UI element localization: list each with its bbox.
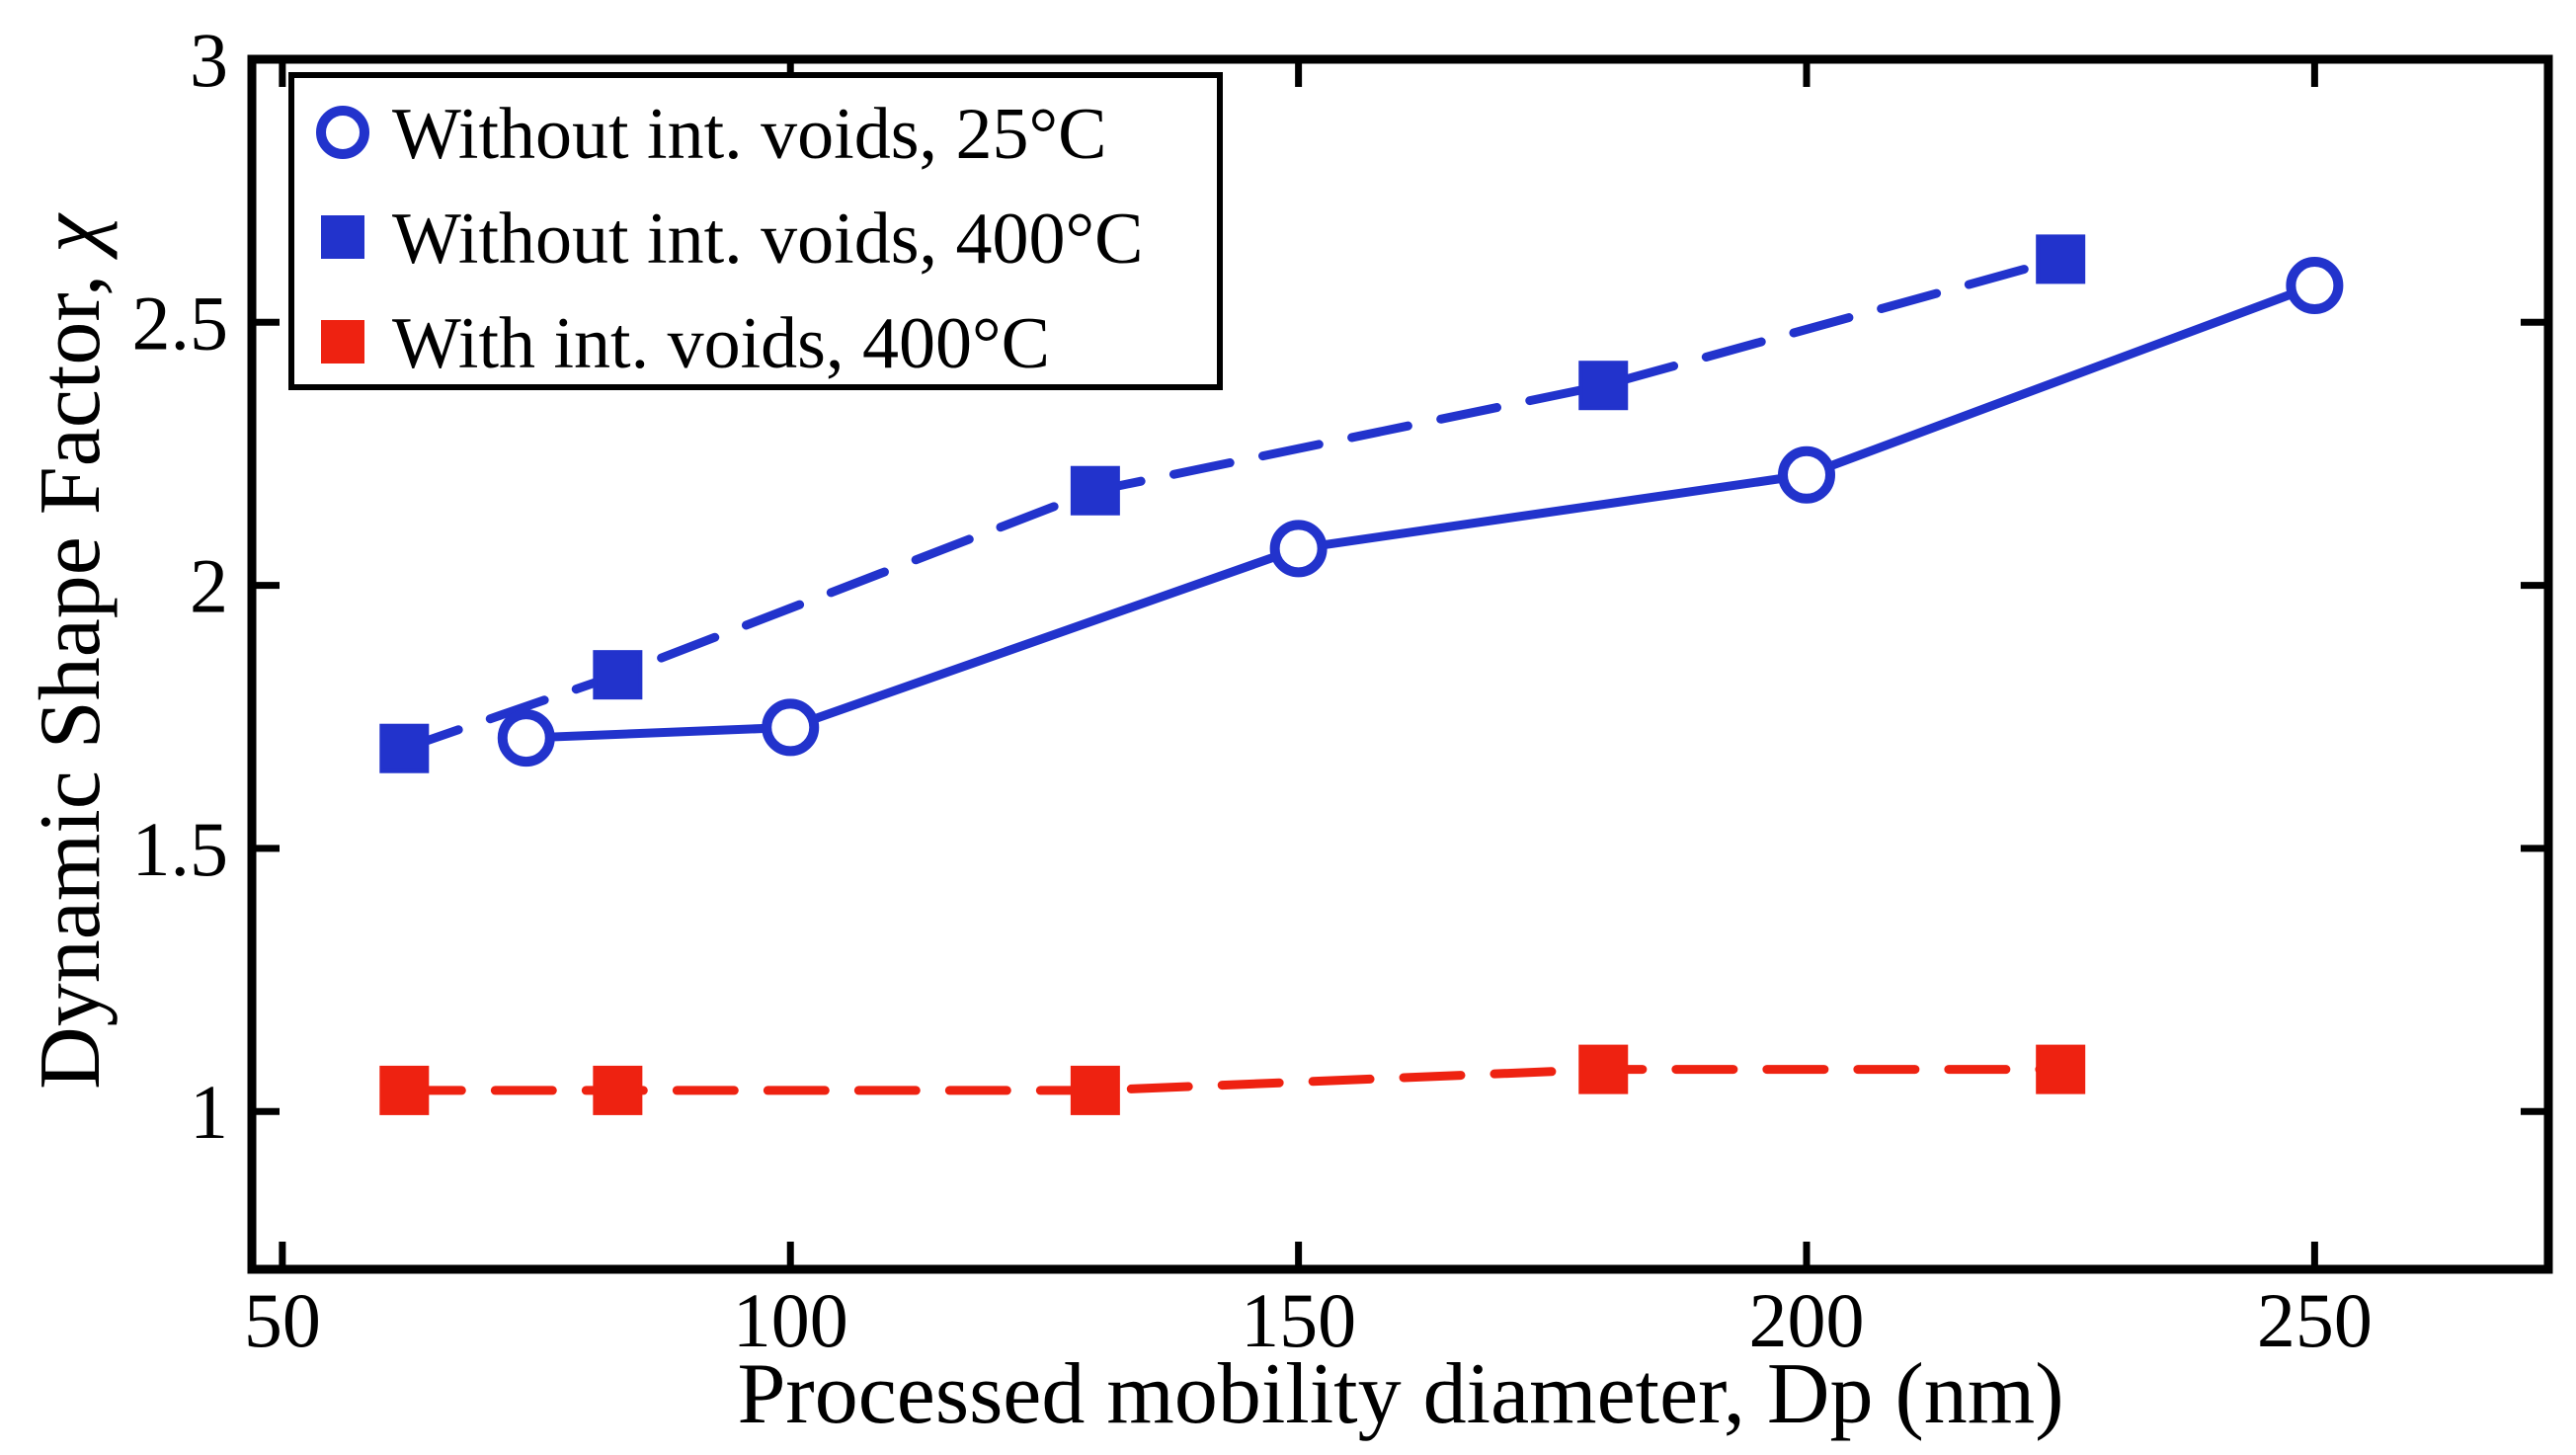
legend-item: Without int. voids, 25°C [316,94,1107,175]
y-tick-label: 2.5 [132,280,229,365]
data-point-marker [593,650,643,700]
data-point-marker [593,1065,643,1115]
y-tick-label: 1 [190,1069,228,1155]
data-point-marker [1070,465,1120,516]
x-tick-label: 100 [733,1277,848,1363]
legend-item: With int. voids, 400°C [321,303,1050,384]
x-axis-label: Processed mobility diameter, Dp (nm) [737,1346,2063,1442]
y-tick-label: 1.5 [132,806,229,892]
y-axis-label: Dynamic Shape Factor, χ [23,212,119,1090]
legend-item-label: With int. voids, 400°C [392,303,1050,384]
legend: Without int. voids, 25°C Without int. voi… [288,72,1223,390]
x-tick-label: 250 [2257,1277,2373,1363]
data-point-marker [379,723,430,773]
data-point-marker [379,1065,430,1115]
data-point-marker [497,709,555,768]
y-tick-label: 2 [190,543,228,629]
data-point-marker [1269,520,1328,578]
data-point-marker [1070,1065,1120,1115]
plot-frame [247,54,2553,1274]
data-point-marker [2036,234,2086,284]
data-point-marker [2036,1044,2086,1094]
legend-item-label: Without int. voids, 400°C [392,199,1144,280]
legend-marker-square [321,320,364,364]
x-tick-label: 150 [1241,1277,1356,1363]
data-point-marker [1778,445,1836,504]
x-tick-label: 200 [1749,1277,1865,1363]
data-point-marker [1578,1044,1629,1094]
y-axis-label-text: Dynamic Shape Factor, [23,253,119,1090]
data-point-marker [2286,257,2344,315]
legend-item: Without int. voids, 400°C [321,199,1144,280]
legend-box [288,72,1223,390]
data-point-marker [1578,361,1629,411]
legend-marker-square [321,215,364,259]
data-point-marker [762,698,820,757]
legend-marker-circle-open [316,106,369,159]
legend-item-label: Without int. voids, 25°C [392,94,1107,175]
y-axis-label-symbol: χ [23,212,119,261]
x-tick-label: 50 [244,1277,321,1363]
y-tick-label: 3 [190,17,228,103]
